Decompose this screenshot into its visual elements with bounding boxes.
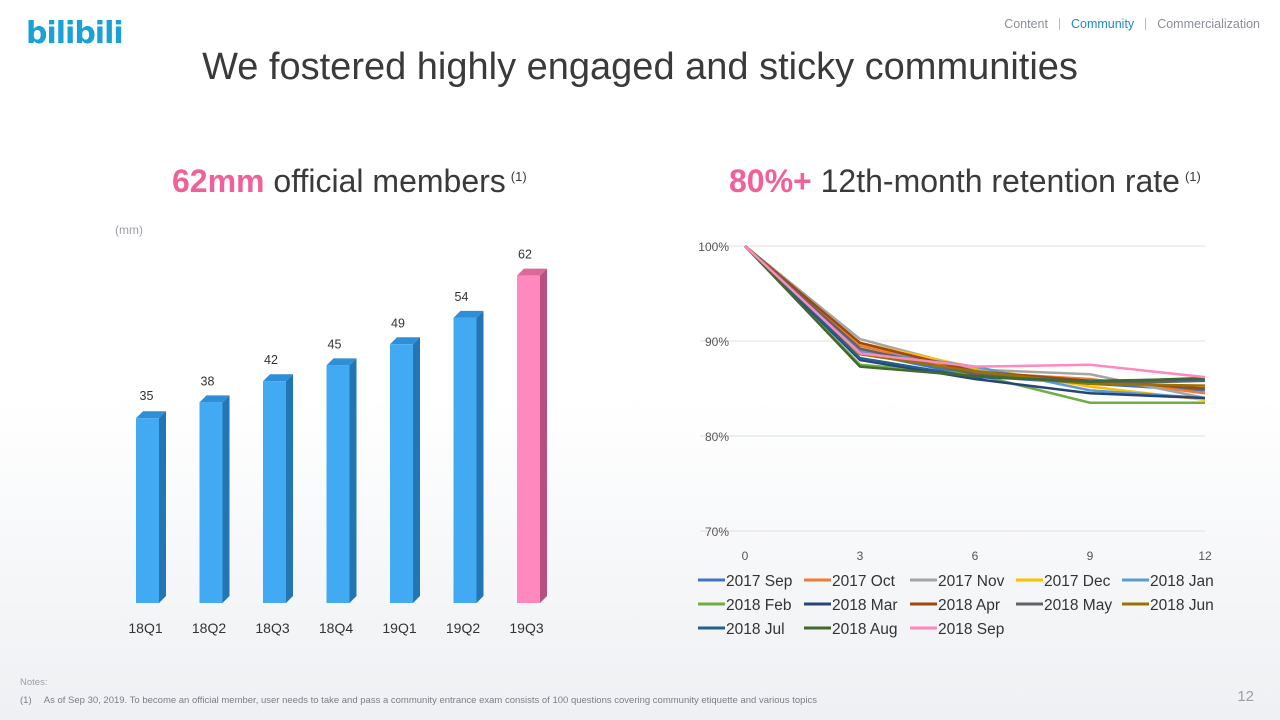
- x-tick-label: 12: [1198, 549, 1212, 563]
- legend-label: 2018 Mar: [832, 597, 897, 614]
- bilibili-logo: bilibili: [26, 16, 124, 51]
- members-text: official members: [273, 163, 506, 199]
- legend-label: 2017 Dec: [1044, 573, 1111, 590]
- bar-top: [517, 268, 547, 276]
- section-nav: Content Community Commercialization: [1004, 17, 1260, 31]
- bar: [390, 344, 413, 603]
- bar-category-label: 19Q2: [446, 620, 480, 636]
- x-tick-label: 3: [857, 549, 864, 563]
- bar-side: [413, 337, 420, 603]
- bar: [199, 402, 223, 603]
- bar-side: [540, 268, 547, 603]
- retention-footnote-ref: (1): [1184, 169, 1201, 184]
- x-tick-label: 0: [742, 549, 749, 563]
- page-title: We fostered highly engaged and sticky co…: [202, 46, 1078, 88]
- bar-category-label: 19Q3: [509, 620, 543, 636]
- x-tick-label: 6: [972, 549, 979, 563]
- legend-label: 2018 Apr: [938, 597, 1000, 614]
- y-tick-label: 90%: [705, 335, 729, 349]
- bar-value-label: 35: [140, 389, 154, 403]
- bar-top: [136, 411, 166, 419]
- bar-side: [159, 411, 166, 603]
- bar-top: [390, 337, 420, 345]
- nav-community[interactable]: Community: [1070, 17, 1135, 31]
- retention-text: 12th-month retention rate: [820, 163, 1180, 199]
- legend-label: 2018 Jan: [1150, 573, 1214, 590]
- bar-category-label: 19Q1: [382, 620, 416, 636]
- notes-label: Notes:: [20, 677, 48, 688]
- bar-side: [222, 395, 230, 603]
- bar-value-label: 62: [518, 248, 532, 262]
- bar-side: [286, 374, 293, 603]
- bar-value-label: 42: [264, 353, 278, 367]
- bar: [263, 381, 286, 603]
- bar-value-label: 45: [328, 337, 342, 351]
- members-header: 62mm official members (1): [172, 163, 527, 200]
- page-number: 12: [1237, 688, 1254, 705]
- bar-side: [476, 310, 484, 603]
- nav-divider: [1145, 18, 1147, 30]
- retention-highlight: 80%+: [729, 163, 812, 199]
- series-line: [744, 245, 1206, 385]
- bar-value-label: 38: [201, 374, 215, 388]
- legend-label: 2017 Nov: [938, 573, 1005, 590]
- bar: [326, 365, 350, 603]
- footnote-number: (1): [20, 695, 32, 706]
- y-tick-label: 80%: [705, 430, 729, 444]
- bar-top: [453, 310, 484, 318]
- series-line: [744, 245, 1206, 384]
- legend-label: 2017 Oct: [832, 573, 896, 590]
- bar-category-label: 18Q2: [192, 620, 226, 636]
- bar: [453, 317, 477, 603]
- bar: [517, 275, 540, 603]
- members-highlight: 62mm: [172, 163, 265, 199]
- nav-content[interactable]: Content: [1004, 17, 1048, 31]
- bar-value-label: 49: [391, 316, 405, 330]
- retention-header: 80%+ 12th-month retention rate (1): [729, 163, 1201, 200]
- legend-label: 2018 Aug: [832, 621, 898, 638]
- bar-top: [199, 395, 230, 403]
- nav-commercialization[interactable]: Commercialization: [1157, 17, 1260, 31]
- x-tick-label: 9: [1087, 549, 1094, 563]
- legend-label: 2018 May: [1044, 597, 1112, 614]
- legend-label: 2018 Feb: [726, 597, 792, 614]
- y-tick-label: 100%: [698, 240, 729, 254]
- bar-chart-unit-label: (mm): [115, 223, 143, 237]
- legend-label: 2018 Sep: [938, 621, 1004, 638]
- series-line: [744, 245, 1206, 379]
- legend-label: 2017 Sep: [726, 573, 792, 590]
- legend-label: 2018 Jun: [1150, 597, 1214, 614]
- footnote: (1) As of Sep 30, 2019. To become an off…: [20, 695, 817, 706]
- nav-divider: [1058, 18, 1060, 30]
- bar: [136, 418, 159, 603]
- bar-category-label: 18Q3: [255, 620, 289, 636]
- y-tick-label: 70%: [705, 525, 729, 539]
- legend-label: 2018 Jul: [726, 621, 785, 638]
- footnote-text: As of Sep 30, 2019. To become an officia…: [43, 695, 818, 706]
- bar-value-label: 54: [455, 290, 469, 304]
- bar-side: [349, 358, 357, 603]
- members-footnote-ref: (1): [510, 169, 527, 184]
- series-line: [744, 245, 1206, 383]
- bar-category-label: 18Q4: [319, 620, 353, 636]
- bar-category-label: 18Q1: [128, 620, 162, 636]
- bar-top: [263, 374, 293, 382]
- bar-top: [326, 358, 357, 366]
